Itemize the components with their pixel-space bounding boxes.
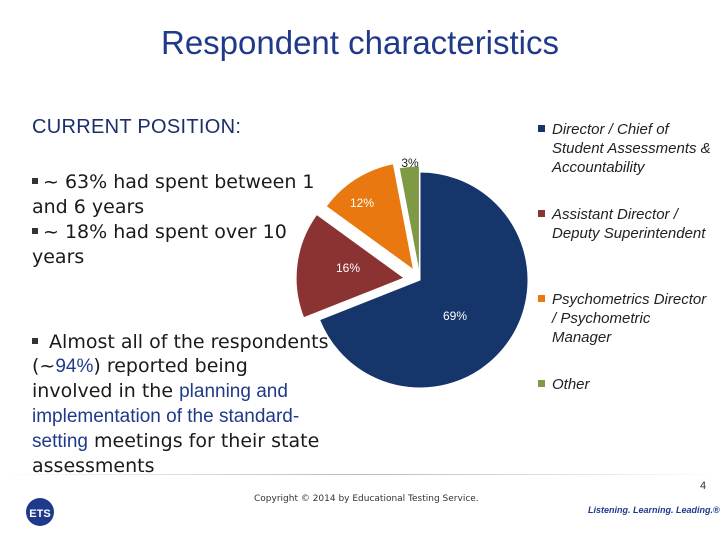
legend-item: Director / Chief of Student Assessments … [538, 120, 713, 177]
bullet-item: Almost all of the respondents (~94%) rep… [32, 331, 329, 477]
pie-slice-label: 3% [401, 156, 419, 170]
bullet-square-icon [32, 177, 38, 184]
bullet-list-tenure: ~ 63% had spent between 1 and 6 years ~ … [32, 170, 332, 270]
bullet-involvement: Almost all of the respondents (~94%) rep… [32, 330, 332, 478]
bullet-item: ~ 18% had spent over 10 years [32, 221, 287, 268]
page-number: 4 [700, 480, 707, 492]
legend-item: Psychometrics Director / Psychometric Ma… [538, 290, 713, 347]
pie-slice-label: 12% [350, 196, 374, 210]
bullet-item: ~ 63% had spent between 1 and 6 years [32, 171, 315, 218]
bullet-square-icon [32, 227, 38, 234]
section-subtitle: CURRENT POSITION: [32, 116, 242, 138]
ets-logo-text: ETS [29, 508, 50, 520]
ets-logo: ETS [26, 498, 54, 526]
pie-slice [295, 213, 406, 319]
copyright-text: Copyright © 2014 by Educational Testing … [254, 494, 479, 504]
legend-swatch [538, 380, 545, 387]
bullet-square-icon [32, 337, 38, 344]
legend-item: Other [538, 375, 713, 394]
pie-slice [325, 163, 415, 272]
legend-swatch [538, 210, 545, 217]
footer-divider [0, 474, 720, 475]
pie-slice-label: 69% [443, 309, 467, 323]
pie-slice [398, 165, 420, 275]
page-title: Respondent characteristics [160, 24, 560, 61]
tagline-text: Listening. Learning. Leading.® [588, 505, 720, 515]
legend-item: Assistant Director / Deputy Superintende… [538, 205, 713, 243]
pie-slice [318, 171, 529, 389]
legend-swatch [538, 295, 545, 302]
legend-swatch [538, 125, 545, 132]
pie-slice-label: 16% [336, 261, 360, 275]
